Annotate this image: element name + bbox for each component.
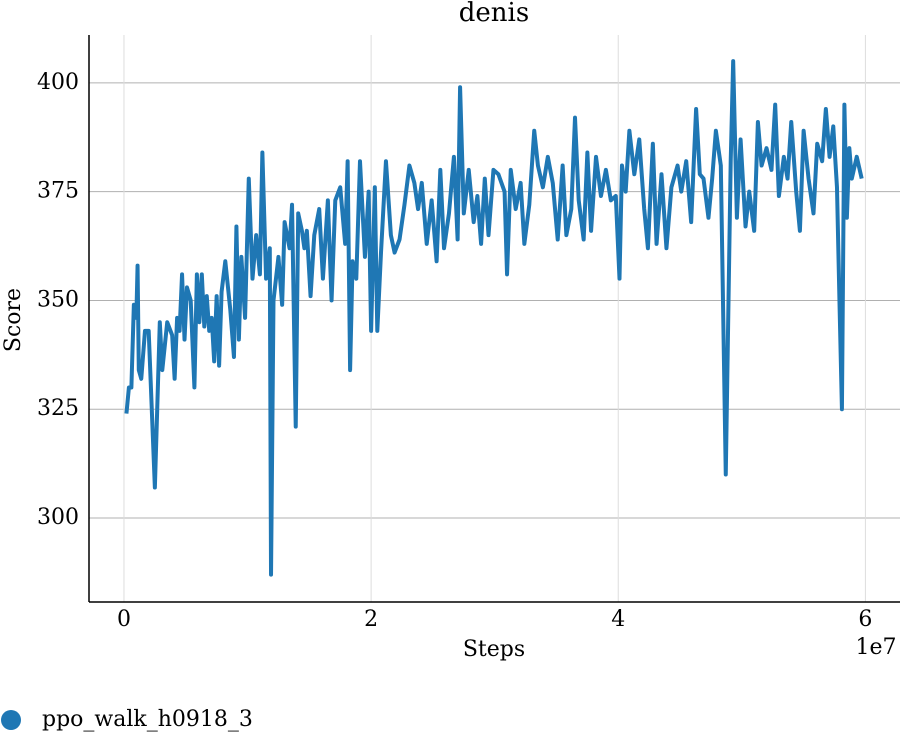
y-tick-label: 325: [37, 396, 79, 421]
legend-label: ppo_walk_h0918_3: [42, 707, 253, 732]
x-tick-label: 0: [117, 607, 131, 632]
y-tick-label: 300: [37, 505, 79, 530]
x-tick-label: 2: [364, 607, 378, 632]
y-tick-label: 350: [37, 287, 79, 312]
x-offset-text: 1e7: [855, 635, 896, 660]
y-axis-label: Score: [1, 288, 26, 352]
data-line: [124, 59, 864, 577]
x-axis-label: Steps: [463, 637, 525, 662]
legend-marker: [1, 710, 21, 730]
y-tick-label: 375: [37, 179, 79, 204]
x-tick-label: 4: [611, 607, 625, 632]
y-tick-label: 400: [37, 70, 79, 95]
chart-title: denis: [459, 0, 529, 28]
x-tick-label: 6: [858, 607, 872, 632]
